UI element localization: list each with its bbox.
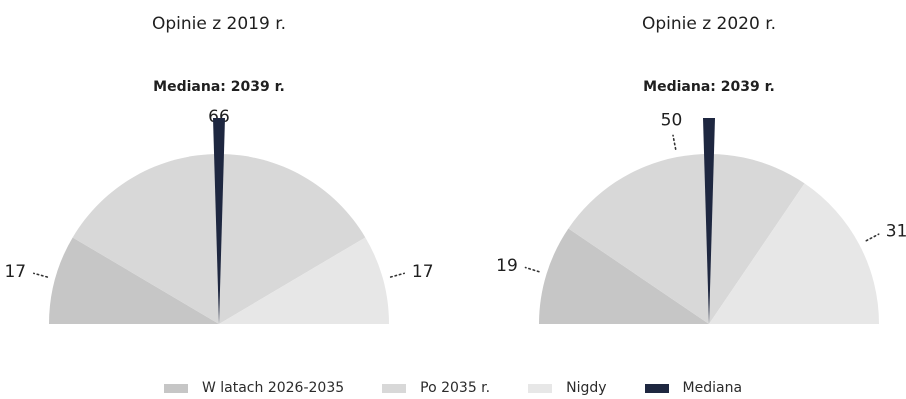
chart-title-2: Opinie z 2020 r. [642,14,776,34]
legend-item-1: W latach 2026-2035 [163,380,345,396]
legend-swatch-3 [528,383,553,393]
slice-nigdy-2 [709,183,879,324]
legend-item-2: Po 2035 r. [382,380,490,396]
legend-swatch-4 [644,383,669,393]
legend-label-4: Mediana [682,380,743,396]
data-label-w-latach-2026-2035-2: 19 [496,256,518,276]
slice-po-2035-r-2 [568,154,805,324]
legend-swatch-2 [382,383,407,393]
leader-line-po-2035-r-2 [672,134,677,150]
slice-w-latach-2026-2035-1 [49,237,219,324]
semi-pie-chart-2: Opinie z 2020 r. Mediana: 2039 r. 19 50 31 [496,14,906,324]
legend-item-4: Mediana [644,380,743,396]
chart-title-1: Opinie z 2019 r. [152,14,286,34]
median-needle-1 [213,118,225,324]
leader-line-w-latach-2026-2035-1 [33,272,49,278]
leader-line-nigdy-1 [389,272,405,278]
median-label-1: Mediana: 2039 r. [153,79,285,95]
legend-label-2: Po 2035 r. [420,380,491,396]
leader-line-w-latach-2026-2035-2 [524,266,540,273]
data-label-w-latach-2026-2035-1: 17 [4,262,26,282]
legend-item-3: Nigdy [528,380,607,396]
legend-label-3: Nigdy [566,380,607,396]
leader-line-nigdy-2 [865,233,880,242]
slice-nigdy-1 [219,237,389,324]
median-needle-2 [703,118,715,324]
legend: W latach 2026-2035 Po 2035 r. Nigdy Medi… [0,380,906,396]
data-label-nigdy-1: 17 [412,262,434,282]
legend-swatch-1 [163,383,188,393]
legend-label-1: W latach 2026-2035 [201,380,345,396]
data-label-po-2035-r-2: 50 [661,111,683,131]
data-label-nigdy-2: 31 [886,221,906,241]
slice-w-latach-2026-2035-2 [539,228,709,324]
median-label-2: Mediana: 2039 r. [643,79,775,95]
